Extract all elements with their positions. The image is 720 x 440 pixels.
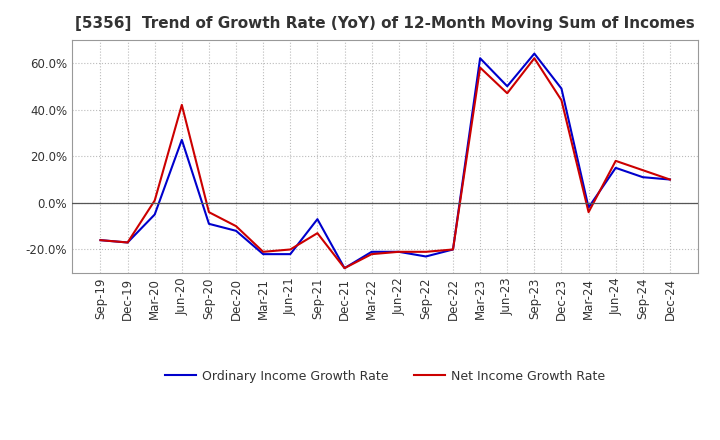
Net Income Growth Rate [395,249,403,254]
Ordinary Income Growth Rate [178,137,186,143]
Net Income Growth Rate [367,252,376,257]
Net Income Growth Rate [557,98,566,103]
Net Income Growth Rate [341,265,349,271]
Ordinary Income Growth Rate [449,247,457,252]
Legend: Ordinary Income Growth Rate, Net Income Growth Rate: Ordinary Income Growth Rate, Net Income … [160,365,611,388]
Ordinary Income Growth Rate [204,221,213,227]
Net Income Growth Rate [665,177,674,182]
Ordinary Income Growth Rate [341,265,349,271]
Ordinary Income Growth Rate [611,165,620,170]
Net Income Growth Rate [639,168,647,173]
Ordinary Income Growth Rate [395,249,403,254]
Ordinary Income Growth Rate [421,254,430,259]
Line: Net Income Growth Rate: Net Income Growth Rate [101,58,670,268]
Net Income Growth Rate [476,65,485,70]
Ordinary Income Growth Rate [557,86,566,91]
Ordinary Income Growth Rate [150,212,159,217]
Net Income Growth Rate [204,209,213,215]
Net Income Growth Rate [286,247,294,252]
Net Income Growth Rate [313,231,322,236]
Ordinary Income Growth Rate [665,177,674,182]
Ordinary Income Growth Rate [232,228,240,234]
Ordinary Income Growth Rate [313,216,322,222]
Net Income Growth Rate [449,247,457,252]
Net Income Growth Rate [178,102,186,107]
Ordinary Income Growth Rate [584,205,593,210]
Net Income Growth Rate [611,158,620,164]
Net Income Growth Rate [503,91,511,96]
Net Income Growth Rate [123,240,132,245]
Net Income Growth Rate [232,224,240,229]
Ordinary Income Growth Rate [259,252,268,257]
Ordinary Income Growth Rate [639,175,647,180]
Net Income Growth Rate [96,238,105,243]
Ordinary Income Growth Rate [367,249,376,254]
Ordinary Income Growth Rate [96,238,105,243]
Ordinary Income Growth Rate [476,55,485,61]
Net Income Growth Rate [530,55,539,61]
Net Income Growth Rate [150,198,159,203]
Line: Ordinary Income Growth Rate: Ordinary Income Growth Rate [101,54,670,268]
Ordinary Income Growth Rate [530,51,539,56]
Net Income Growth Rate [584,209,593,215]
Ordinary Income Growth Rate [123,240,132,245]
Ordinary Income Growth Rate [503,84,511,89]
Net Income Growth Rate [259,249,268,254]
Ordinary Income Growth Rate [286,252,294,257]
Net Income Growth Rate [421,249,430,254]
Title: [5356]  Trend of Growth Rate (YoY) of 12-Month Moving Sum of Incomes: [5356] Trend of Growth Rate (YoY) of 12-… [76,16,695,32]
